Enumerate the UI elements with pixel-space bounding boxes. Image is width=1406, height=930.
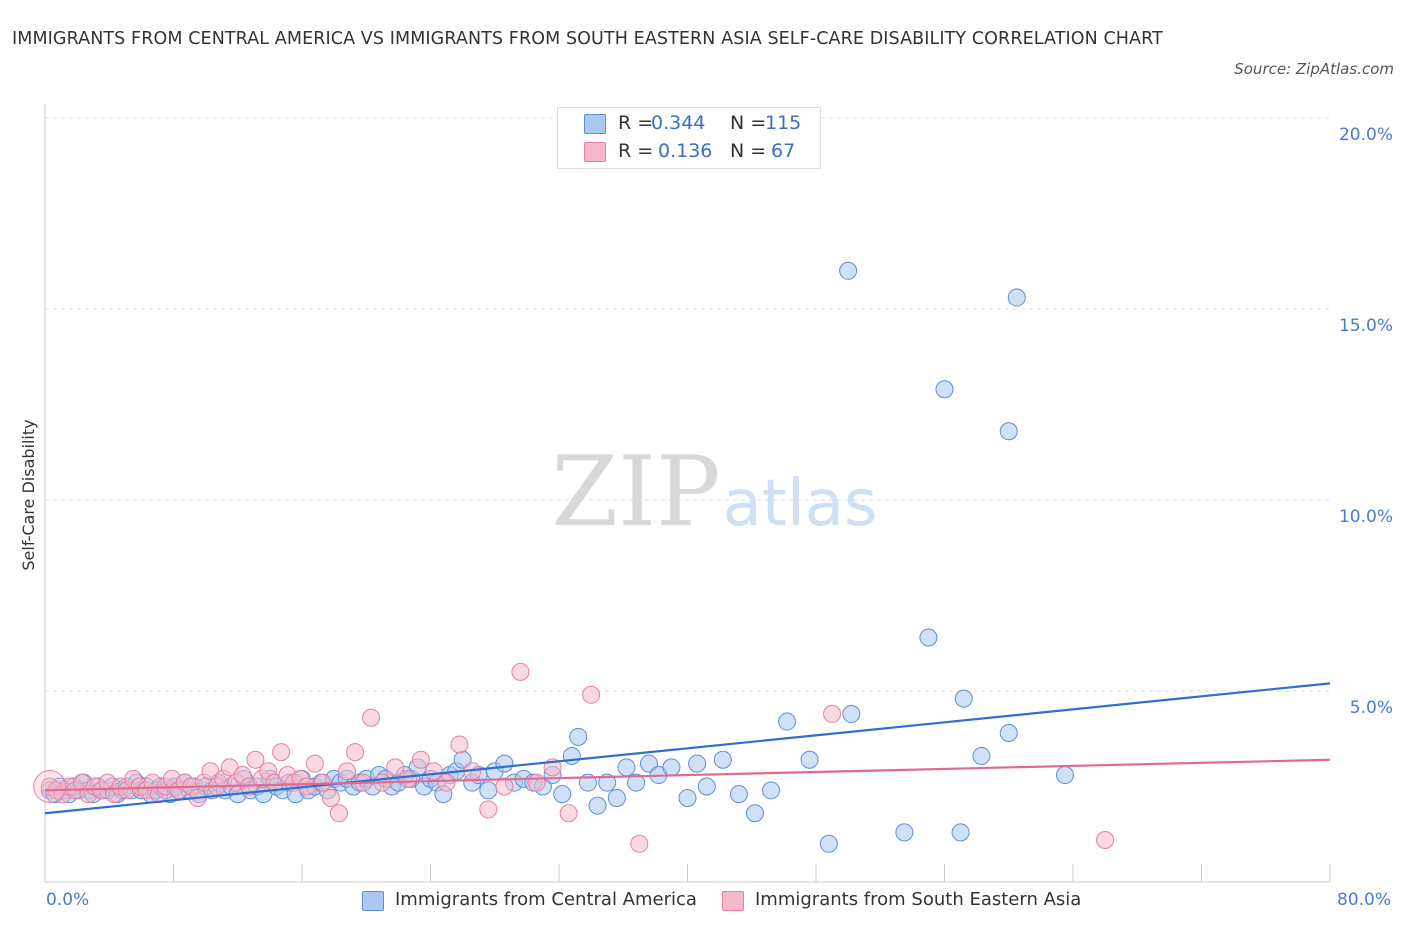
data-point (495, 777, 514, 796)
legend-r-value: 0.344 (651, 112, 706, 134)
legend-n-label: N = (730, 140, 767, 162)
correlation-legend: R = 0.344 N = 115 R = 0.136 N = 67 (557, 107, 821, 169)
watermark: ZIP atlas (551, 436, 877, 548)
data-point (411, 750, 430, 769)
legend-swatch-pink (584, 142, 606, 162)
watermark-zip: ZIP (551, 436, 720, 548)
data-point (999, 422, 1018, 441)
y-tick-label: 10.0% (1339, 507, 1393, 527)
legend-swatch-blue (584, 114, 606, 134)
data-point (713, 750, 732, 769)
data-point (337, 762, 356, 781)
data-point (598, 773, 617, 792)
bottom-legend-swatch-pink (722, 891, 744, 911)
x-tick-label-min: 0.0% (46, 890, 90, 910)
data-point (527, 773, 546, 792)
y-tick-label: 5.0% (1350, 698, 1393, 718)
watermark-atlas: atlas (723, 467, 878, 541)
data-point (305, 754, 324, 773)
data-point (951, 823, 970, 842)
data-point (272, 743, 291, 762)
data-point (919, 628, 938, 647)
data-point (800, 750, 819, 769)
data-point (1055, 766, 1074, 785)
data-point (639, 754, 658, 773)
x-tick-label-max: 80.0% (1337, 890, 1392, 910)
legend-r-label: R = (618, 140, 654, 162)
legend-n-label: N = (730, 112, 767, 134)
trend-line (44, 758, 1331, 792)
data-point (569, 727, 588, 746)
data-point (627, 773, 646, 792)
bottom-legend-swatch-blue (362, 891, 384, 911)
legend-r-value: 0.136 (658, 140, 713, 162)
data-point (607, 788, 626, 807)
data-point (562, 746, 581, 765)
data-point (999, 724, 1018, 743)
chart-title: IMMIGRANTS FROM CENTRAL AMERICA VS IMMIG… (12, 29, 1163, 49)
data-point (437, 773, 456, 792)
data-point (1007, 288, 1026, 307)
data-point (246, 750, 265, 769)
data-point (842, 704, 861, 723)
data-point (688, 754, 707, 773)
axes (44, 104, 1331, 883)
legend-r-label: R = (618, 112, 654, 134)
data-point (321, 788, 340, 807)
data-point (553, 785, 572, 804)
data-point (778, 712, 797, 731)
data-point (839, 261, 858, 280)
data-point (762, 781, 781, 800)
trend-line (44, 682, 1331, 815)
y-tick-label: 15.0% (1339, 316, 1393, 336)
data-point (823, 704, 842, 723)
data-point (954, 689, 973, 708)
y-tick-labels: 5.0% 10.0% 15.0% 20.0% (1339, 125, 1393, 718)
data-point (662, 758, 681, 777)
data-point (495, 754, 514, 773)
legend-n-value: 67 (771, 140, 796, 162)
data-point-large (33, 770, 67, 803)
y-tick-label: 20.0% (1339, 125, 1393, 145)
data-point (399, 769, 418, 788)
data-point (729, 785, 748, 804)
bottom-legend-label: Immigrants from Central America (395, 889, 697, 910)
gridlines (45, 117, 1330, 692)
data-point (479, 781, 498, 800)
data-point (1096, 830, 1115, 849)
data-point (745, 804, 764, 823)
data-point (935, 380, 954, 399)
data-point (559, 804, 578, 823)
data-point (895, 823, 914, 842)
source-label: Source: ZipAtlas.com (1234, 60, 1394, 78)
y-axis-label: Self-Care Disability (19, 419, 38, 570)
data-point (479, 800, 498, 819)
data-point (630, 834, 649, 853)
data-point (588, 796, 607, 815)
data-point (697, 777, 716, 796)
data-point (450, 735, 469, 754)
data-point (362, 708, 381, 727)
data-point (972, 746, 991, 765)
data-point (617, 758, 636, 777)
data-point (511, 662, 530, 681)
data-point (346, 743, 365, 762)
data-point (582, 685, 601, 704)
bottom-legend-label: Immigrants from South Eastern Asia (755, 889, 1082, 910)
legend-n-value: 115 (765, 112, 802, 134)
data-point (386, 758, 405, 777)
trend-lines (44, 682, 1331, 815)
data-point (678, 788, 697, 807)
data-point (329, 804, 348, 823)
data-point (819, 834, 838, 853)
